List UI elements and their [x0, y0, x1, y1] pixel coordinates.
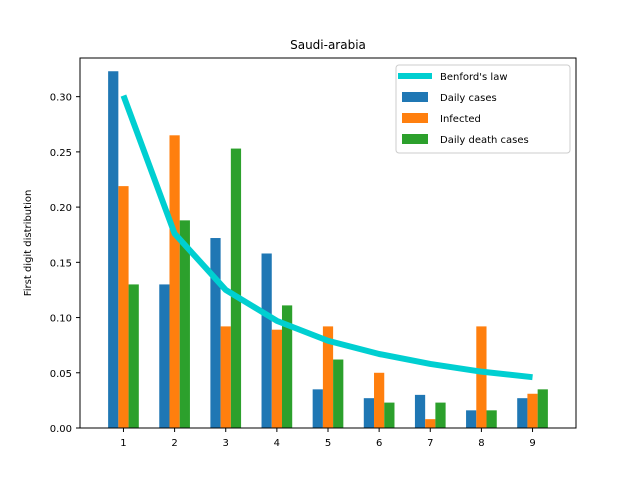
legend-label-infected: Infected — [440, 114, 481, 125]
bar-infected-5 — [322, 326, 334, 428]
line-benfords-law — [120, 94, 533, 381]
bar-daily-death-cases-5 — [333, 359, 344, 428]
legend-frame — [395, 64, 571, 154]
bar-daily-cases-1 — [108, 71, 119, 428]
y-tick-label: 0.10 — [50, 314, 72, 325]
legend: Benford's law Daily cases Infected Daily… — [395, 64, 571, 154]
y-axis: 0.00 0.05 0.10 0.15 0.20 0.25 0.30 — [50, 93, 80, 435]
y-tick-label: 0.15 — [50, 258, 72, 269]
bar-infected-9 — [527, 393, 538, 428]
x-tick-label: 1 — [120, 438, 126, 449]
bar-daily-cases-8 — [466, 410, 477, 428]
bar-daily-death-cases-1 — [128, 284, 139, 428]
legend-swatch-infected — [402, 113, 428, 123]
bar-daily-death-cases-7 — [435, 402, 446, 428]
x-tick-label: 4 — [274, 438, 280, 449]
y-tick-label: 0.30 — [50, 93, 72, 104]
bar-daily-death-cases-3 — [230, 148, 242, 428]
bar-daily-death-cases-4 — [281, 305, 293, 428]
bar-infected-6 — [374, 372, 385, 428]
x-tick-label: 5 — [325, 438, 331, 449]
chart-title: Saudi-arabia — [290, 38, 366, 52]
line-layer — [120, 94, 533, 381]
y-tick-label: 0.00 — [50, 424, 72, 435]
y-axis-title: First digit distribution — [23, 190, 34, 297]
bar-infected-7 — [425, 419, 436, 428]
bar-daily-death-cases-9 — [537, 389, 548, 428]
bar-infected-8 — [476, 326, 487, 428]
bar-infected-2 — [169, 135, 180, 428]
legend-label-daily-death-cases: Daily death cases — [440, 135, 529, 146]
bar-daily-cases-2 — [159, 284, 170, 428]
x-tick-label: 7 — [427, 438, 433, 449]
x-tick-label: 9 — [529, 438, 535, 449]
legend-swatch-daily-death-cases — [402, 134, 428, 144]
x-tick-label: 3 — [223, 438, 229, 449]
bar-infected-4 — [271, 329, 282, 428]
x-tick-label: 8 — [478, 438, 484, 449]
legend-label-daily-cases: Daily cases — [440, 93, 497, 104]
legend-label-benford: Benford's law — [440, 72, 508, 83]
bar-daily-cases-5 — [312, 389, 323, 428]
bar-daily-death-cases-6 — [384, 402, 395, 428]
y-tick-label: 0.25 — [50, 148, 72, 159]
y-tick-label: 0.20 — [50, 203, 72, 214]
bar-daily-cases-9 — [517, 398, 528, 428]
bar-daily-cases-4 — [261, 253, 272, 428]
x-tick-label: 2 — [171, 438, 177, 449]
bars-layer — [108, 71, 548, 428]
bar-daily-cases-6 — [363, 398, 375, 428]
bar-daily-death-cases-2 — [179, 220, 190, 428]
bar-infected-3 — [220, 326, 231, 428]
y-tick-label: 0.05 — [50, 369, 72, 380]
x-axis: 1 2 3 4 5 6 7 8 9 — [120, 428, 536, 449]
bar-infected-1 — [118, 186, 129, 428]
bar-daily-cases-7 — [414, 394, 426, 428]
x-tick-label: 6 — [376, 438, 382, 449]
bar-daily-cases-3 — [210, 238, 221, 428]
bar-daily-death-cases-8 — [486, 410, 497, 428]
legend-swatch-daily-cases — [402, 92, 428, 102]
